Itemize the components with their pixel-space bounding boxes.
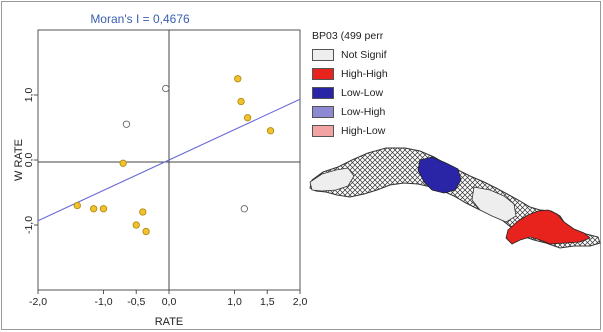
legend-item-high-low: High-Low <box>308 121 400 140</box>
map-region-not-signif-east <box>471 186 517 223</box>
data-point-significant <box>266 127 275 135</box>
cluster-legend: BP03 (499 perr Not Signif High-High Low-… <box>308 30 400 140</box>
legend-label: Not Signif <box>341 48 387 61</box>
x-tick-label: 0,0 <box>162 296 177 308</box>
legend-item-low-low: Low-Low <box>308 83 400 102</box>
legend-swatch <box>312 67 334 80</box>
cuba-cluster-map <box>309 147 601 249</box>
data-point-significant <box>243 114 252 122</box>
data-point-significant <box>237 97 245 106</box>
data-points <box>73 75 275 236</box>
y-tick-label: 1,0 <box>23 88 35 103</box>
legend-item-not-signif: Not Signif <box>308 45 400 64</box>
legend-swatch <box>312 105 334 118</box>
regression-line <box>37 98 301 222</box>
data-point-significant <box>139 208 147 216</box>
x-tick-label: 1,5 <box>260 296 275 308</box>
legend-swatch <box>312 86 334 99</box>
x-tick-label: 1,0 <box>227 296 242 308</box>
x-tick-label: -2,0 <box>29 296 47 308</box>
data-point-significant <box>90 205 98 213</box>
legend-title: BP03 (499 perr <box>312 30 384 42</box>
data-point-not-significant <box>122 120 131 128</box>
data-point-significant <box>132 221 140 229</box>
legend-label: High-High <box>341 67 388 80</box>
legend-label: Low-High <box>341 105 386 118</box>
chart-title: Moran's I = 0,4676 <box>90 12 190 26</box>
y-axis-ticks: -1,0 0,0 1,0 <box>23 88 38 234</box>
y-tick-label: -1,0 <box>23 216 35 234</box>
legend-swatch <box>312 124 334 137</box>
data-point-significant <box>142 227 150 236</box>
data-point-not-significant <box>240 205 248 213</box>
legend-swatch <box>312 48 334 61</box>
map-region-low-low <box>417 156 462 194</box>
data-point-significant <box>234 75 242 83</box>
data-point-significant <box>119 159 127 167</box>
y-axis-label: W RATE <box>13 139 25 181</box>
legend-item-high-high: High-High <box>308 64 400 83</box>
map-region-not-signif-west <box>309 167 355 192</box>
y-tick-label: 0,0 <box>23 153 35 168</box>
x-tick-label: -1,0 <box>94 296 112 308</box>
x-tick-label: -0,5 <box>127 296 145 308</box>
data-point-significant <box>99 205 108 213</box>
x-axis-label: RATE <box>155 316 184 328</box>
legend-item-low-high: Low-High <box>308 102 400 121</box>
x-tick-label: 2,0 <box>293 296 308 308</box>
map-region-high-high <box>505 209 591 245</box>
data-point-significant <box>73 201 81 210</box>
legend-label: High-Low <box>341 124 386 137</box>
data-point-not-significant <box>162 84 170 93</box>
legend-label: Low-Low <box>341 86 384 99</box>
x-axis-ticks: -2,0 -1,0 -0,5 0,0 1,0 1,5 2,0 <box>29 290 307 308</box>
